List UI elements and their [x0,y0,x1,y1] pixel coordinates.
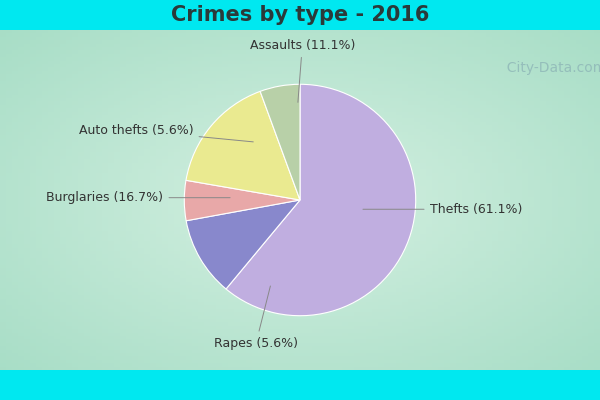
Text: Thefts (61.1%): Thefts (61.1%) [363,203,522,216]
Text: Crimes by type - 2016: Crimes by type - 2016 [171,5,429,25]
Text: Auto thefts (5.6%): Auto thefts (5.6%) [79,124,253,142]
Text: City-Data.com: City-Data.com [498,61,600,75]
Wedge shape [226,84,416,316]
Wedge shape [186,91,300,200]
Wedge shape [186,200,300,289]
Text: Rapes (5.6%): Rapes (5.6%) [214,286,298,350]
Text: Burglaries (16.7%): Burglaries (16.7%) [46,191,230,204]
Text: Assaults (11.1%): Assaults (11.1%) [250,39,355,102]
Wedge shape [260,84,300,200]
Wedge shape [184,180,300,221]
